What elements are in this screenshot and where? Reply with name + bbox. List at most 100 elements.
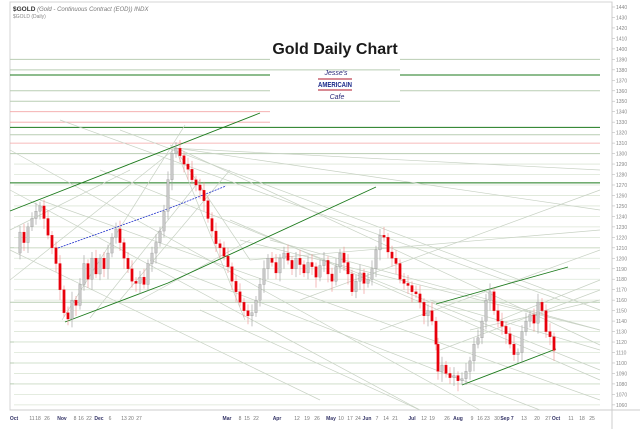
symbol: $GOLD — [13, 6, 36, 13]
date-tick-label: 6 — [109, 416, 112, 422]
date-tick-label: Apr — [273, 416, 282, 422]
date-tick-label: 27 — [545, 416, 551, 422]
symbol-description: (Gold - Continuous Contract (EOD)) INDX — [37, 7, 149, 13]
price-tick-label: 1060 — [616, 403, 627, 409]
date-tick-label: 12 — [294, 416, 300, 422]
date-tick-label: Dec — [94, 416, 103, 422]
date-tick-label: 16 — [78, 416, 84, 422]
price-tick-label: 1320 — [616, 131, 627, 137]
date-tick-label: 27 — [136, 416, 142, 422]
date-tick-label: 22 — [86, 416, 92, 422]
price-tick-label: 1410 — [616, 36, 627, 42]
date-tick-label: 20 — [128, 416, 134, 422]
chart-subtitle: $GOLD (Daily) — [13, 14, 46, 20]
logo-top-text: Jesse's — [323, 70, 348, 77]
date-tick-label: 25 — [589, 416, 595, 422]
date-tick-label: 24 — [355, 416, 361, 422]
price-tick-label: 1120 — [616, 340, 627, 346]
price-tick-label: 1360 — [616, 89, 627, 95]
date-tick-label: 15 — [244, 416, 250, 422]
price-tick-label: 1430 — [616, 15, 627, 21]
price-tick-label: 1170 — [616, 288, 627, 294]
price-tick-label: 1220 — [616, 235, 627, 241]
date-tick-label: 30 — [494, 416, 500, 422]
price-tick-label: 1340 — [616, 110, 627, 116]
price-tick-label: 1090 — [616, 371, 627, 377]
trendlines — [9, 112, 569, 386]
price-tick-label: 1240 — [616, 214, 627, 220]
price-tick-label: 1190 — [616, 267, 627, 273]
date-tick-label: Aug — [453, 416, 463, 422]
date-tick-label: 19 — [429, 416, 435, 422]
date-tick-label: Oct — [552, 416, 561, 422]
price-tick-label: 1350 — [616, 99, 627, 105]
price-tick-label: 1420 — [616, 26, 627, 32]
price-tick-label: 1280 — [616, 173, 627, 179]
date-tick-label: Mar — [223, 416, 232, 422]
logo-bottom-text: Cafe — [330, 94, 345, 101]
chart-symbol-header: $GOLD (Gold - Continuous Contract (EOD))… — [13, 6, 148, 13]
date-tick-label: 16 — [477, 416, 483, 422]
horizontal-levels — [10, 58, 600, 406]
price-tick-label: 1180 — [616, 277, 627, 283]
date-tick-label: 9 — [471, 416, 474, 422]
price-tick-label: 1270 — [616, 183, 627, 189]
price-tick-label: 1310 — [616, 141, 627, 147]
date-tick-label: 8 — [74, 416, 77, 422]
date-tick-label: May — [326, 416, 336, 422]
date-tick-label: 13 — [521, 416, 527, 422]
price-tick-label: 1160 — [616, 298, 627, 304]
price-tick-label: 1100 — [616, 361, 627, 367]
date-tick-label: 18 — [579, 416, 585, 422]
price-tick-label: 1300 — [616, 152, 627, 158]
date-tick-label: 22 — [253, 416, 259, 422]
price-tick-label: 1230 — [616, 225, 627, 231]
date-tick-label: 10 — [338, 416, 344, 422]
date-tick-label: Jun — [363, 416, 372, 422]
logo-main-text: AMERICAIN — [318, 80, 352, 89]
date-tick-label: 19 — [304, 416, 310, 422]
price-tick-label: 1110 — [616, 351, 627, 357]
americain-cafe-logo: Jesse's AMERICAIN Cafe — [318, 70, 352, 101]
date-tick-label: 26 — [44, 416, 50, 422]
price-tick-label: 1370 — [616, 78, 627, 84]
candlesticks — [18, 139, 556, 392]
date-tick-label: Jul — [408, 416, 416, 422]
fan-lines — [9, 119, 601, 411]
date-tick-label: 14 — [383, 416, 389, 422]
date-tick-label: 17 — [347, 416, 353, 422]
date-tick-label: 11 — [29, 416, 34, 422]
date-tick-label: 11 — [568, 416, 573, 422]
price-tick-label: 1200 — [616, 256, 627, 262]
date-tick-label: 7 — [376, 416, 379, 422]
date-tick-label: 26 — [314, 416, 320, 422]
date-tick-label: 8 — [239, 416, 242, 422]
date-axis: Oct 11 18 26 Nov 8 16 22 Dec 6 13 20 27 Mar 8 15 22 Apr 12… — [10, 416, 595, 422]
price-tick-label: 1130 — [616, 330, 627, 336]
date-tick-label: Sep 7 — [500, 416, 514, 422]
date-tick-label: 13 — [121, 416, 127, 422]
date-tick-label: 20 — [534, 416, 540, 422]
price-tick-label: 1260 — [616, 193, 627, 199]
chart-title: Gold Daily Chart — [272, 41, 398, 58]
price-tick-label: 1400 — [616, 47, 627, 53]
date-tick-label: Nov — [57, 416, 67, 422]
price-tick-label: 1250 — [616, 204, 627, 210]
price-tick-label: 1080 — [616, 382, 627, 388]
date-tick-label: 26 — [444, 416, 450, 422]
price-tick-label: 1210 — [616, 246, 627, 252]
date-tick-label: 21 — [392, 416, 398, 422]
price-axis: 1440 1430 1420 1410 1400 1390 1380 1370 1360 1350… — [612, 5, 627, 409]
price-tick-label: 1440 — [616, 5, 627, 11]
date-tick-label: 18 — [35, 416, 41, 422]
date-tick-label: Oct — [10, 416, 19, 422]
price-tick-label: 1150 — [616, 309, 627, 315]
price-tick-label: 1070 — [616, 392, 627, 398]
date-tick-label: 23 — [484, 416, 490, 422]
date-tick-label: 12 — [421, 416, 427, 422]
price-tick-label: 1290 — [616, 162, 627, 168]
price-tick-label: 1380 — [616, 68, 627, 74]
price-tick-label: 1390 — [616, 57, 627, 63]
